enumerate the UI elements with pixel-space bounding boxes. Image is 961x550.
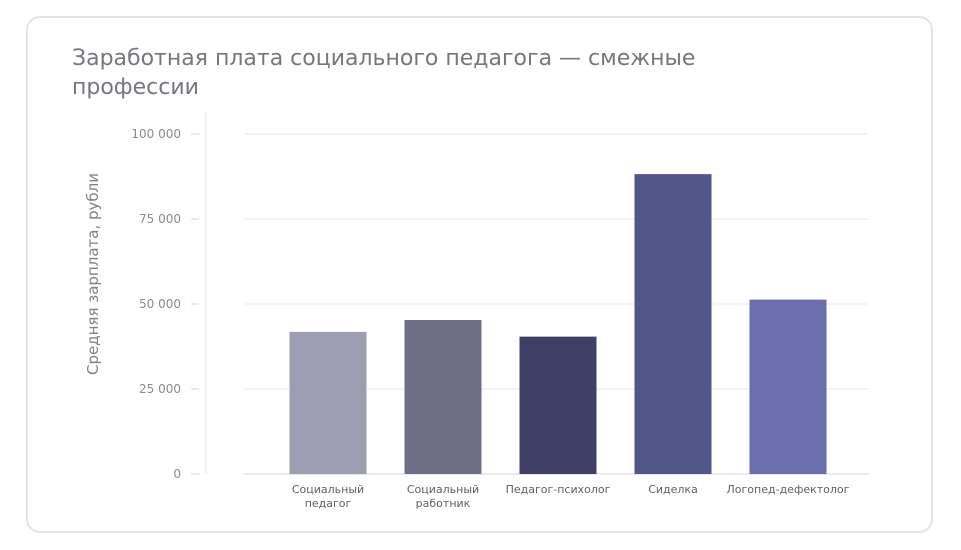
y-tick-label: 75 000 (139, 212, 181, 226)
bar (289, 331, 367, 474)
y-tick-labels: 0 25 000 50 000 75 000 100 000 (131, 127, 181, 481)
bar (519, 336, 597, 474)
category-label: Сиделка (648, 483, 698, 496)
y-axis-label: Средняя зарплата, рубли (84, 173, 102, 375)
category-label: педагог (305, 497, 352, 510)
bars (289, 174, 827, 474)
category-label: работник (416, 497, 471, 510)
y-tick-label: 100 000 (131, 127, 181, 141)
y-tick-label: 25 000 (139, 382, 181, 396)
category-labels: СоциальныйпедагогСоциальныйработникПедаг… (292, 483, 850, 510)
bar (634, 174, 712, 474)
category-label: Педагог-психолог (506, 483, 611, 496)
bar (749, 299, 827, 474)
y-tick-label: 50 000 (139, 297, 181, 311)
category-label: Социальный (407, 483, 479, 496)
y-tick-label: 0 (173, 467, 181, 481)
chart-title: Заработная плата социального педагога — … (72, 46, 696, 100)
bar (404, 319, 482, 474)
category-label: Логопед-дефектолог (727, 483, 850, 496)
category-label: Социальный (292, 483, 364, 496)
